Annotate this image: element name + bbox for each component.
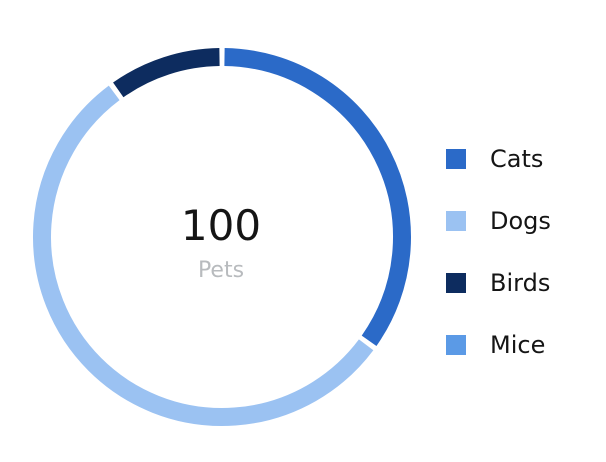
center-total: 100 (181, 201, 261, 250)
donut-slices (33, 48, 411, 426)
donut-slice-dogs[interactable] (33, 85, 374, 426)
legend-swatch (446, 273, 466, 293)
center-label: Pets (198, 258, 244, 283)
legend-label: Cats (490, 145, 544, 173)
legend-label: Mice (490, 331, 546, 359)
legend-item-cats[interactable]: Cats (446, 128, 596, 190)
legend-swatch (446, 149, 466, 169)
donut-slice-birds[interactable] (113, 48, 220, 98)
legend-label: Dogs (490, 207, 551, 235)
legend-item-dogs[interactable]: Dogs (446, 190, 596, 252)
legend-swatch (446, 335, 466, 355)
chart-legend: Cats Dogs Birds Mice (446, 128, 596, 376)
legend-swatch (446, 211, 466, 231)
legend-label: Birds (490, 269, 551, 297)
legend-item-mice[interactable]: Mice (446, 314, 596, 376)
legend-item-birds[interactable]: Birds (446, 252, 596, 314)
donut-chart: 100 Pets (33, 48, 411, 426)
donut-slice-cats[interactable] (224, 48, 411, 346)
